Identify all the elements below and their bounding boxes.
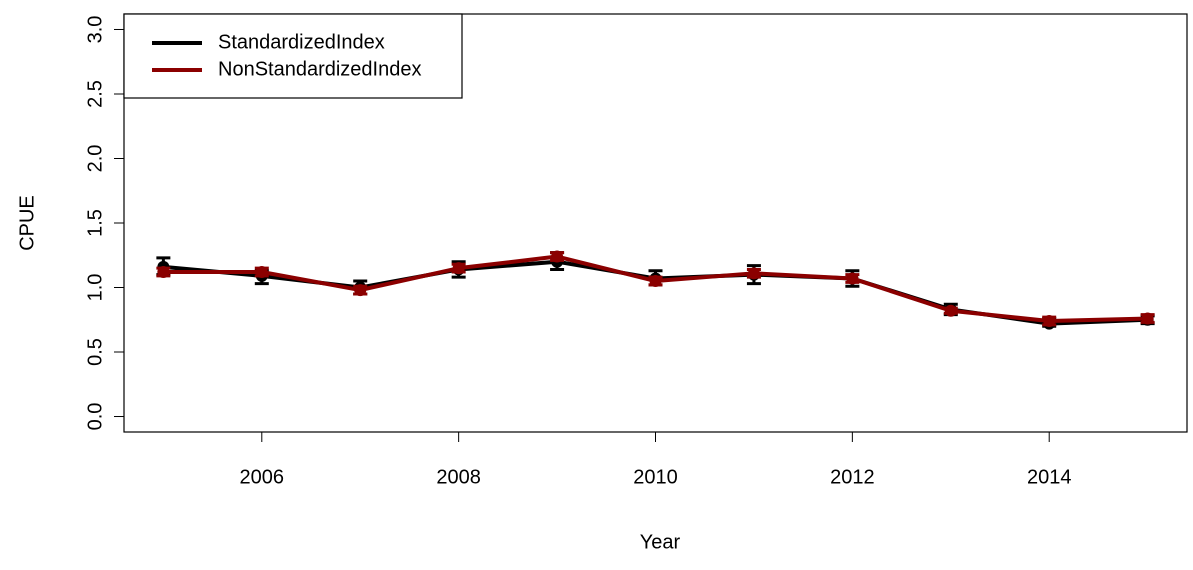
legend-label: StandardizedIndex [218,31,385,53]
point [354,284,367,297]
y-tick-label: 0.0 [84,403,106,431]
y-axis-title: CPUE [16,195,38,251]
point [157,266,170,279]
y-tick-label: 2.5 [84,80,106,108]
legend-label: NonStandardizedIndex [218,58,421,80]
point [747,267,760,280]
point [1043,315,1056,328]
y-tick-label: 1.5 [84,209,106,237]
x-tick-label: 2010 [633,466,678,488]
point [551,250,564,263]
point [255,266,268,279]
y-tick-label: 0.5 [84,338,106,366]
y-tick-label: 1.0 [84,274,106,302]
point [1141,312,1154,325]
point [944,304,957,317]
x-tick-label: 2012 [830,466,875,488]
series-line [163,254,1148,324]
point [649,275,662,288]
x-tick-label: 2014 [1027,466,1072,488]
point [846,272,859,285]
x-tick-label: 2008 [436,466,481,488]
point [452,262,465,275]
y-tick-label: 2.0 [84,145,106,173]
legend-box [123,13,463,99]
x-tick-label: 2006 [240,466,285,488]
x-axis-title: Year [640,531,681,553]
y-tick-label: 3.0 [84,16,106,44]
